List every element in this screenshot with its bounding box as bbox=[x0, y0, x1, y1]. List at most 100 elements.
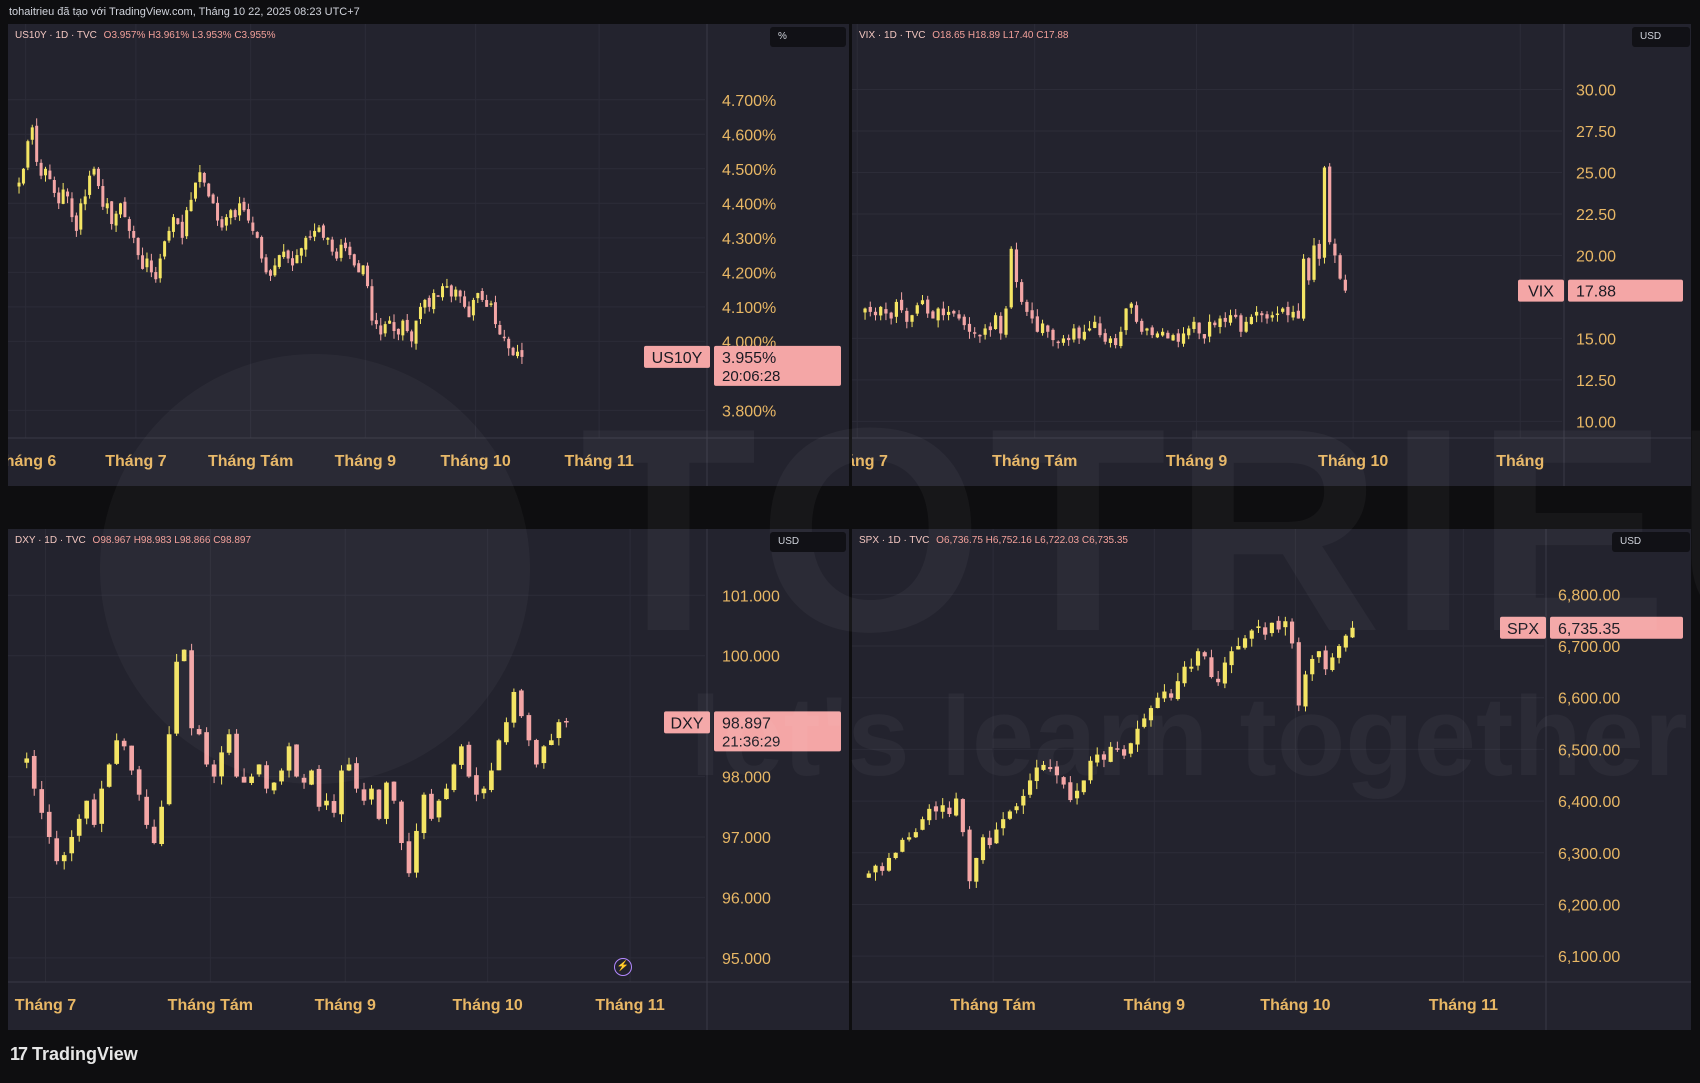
us10y-candle bbox=[374, 312, 378, 330]
vix-chart-svg[interactable]: 30.00 27.50 25.00 22.50 20.00 15.00 12.50 10.00… bbox=[852, 24, 1691, 486]
spx-candle-body bbox=[1101, 754, 1107, 760]
spx-candle bbox=[893, 852, 898, 860]
us10y-candle-body bbox=[304, 237, 308, 250]
vix-candle-body bbox=[1270, 315, 1274, 318]
vix-x-tick-label: Tháng Tám bbox=[992, 453, 1077, 470]
vix-candle-body bbox=[1317, 243, 1321, 259]
vix-candle bbox=[1103, 328, 1107, 345]
dxy-unit-label[interactable]: USD bbox=[770, 532, 846, 552]
dxy-candle-body bbox=[114, 740, 119, 764]
vix-legend: VIX · 1D · TVC O18.65 H18.89 L17.40 C17.… bbox=[859, 30, 1069, 41]
us10y-candle bbox=[141, 247, 145, 270]
us10y-candle bbox=[471, 297, 475, 321]
vix-candle-body bbox=[1009, 248, 1013, 308]
vix-candle bbox=[1249, 314, 1253, 325]
spx-candle-body bbox=[1222, 662, 1227, 684]
us10y-unit-label[interactable]: % bbox=[770, 27, 846, 47]
vix-candle-body bbox=[1244, 321, 1248, 332]
vix-candle bbox=[1213, 320, 1217, 328]
vix-candle bbox=[1270, 311, 1274, 322]
dxy-chart-svg[interactable]: 101.000 100.000 98.000 97.000 96.000 95.000 Th… bbox=[8, 529, 849, 1030]
vix-candle bbox=[1129, 302, 1133, 314]
spx-candle-body bbox=[1323, 650, 1328, 670]
vix-candle bbox=[1056, 340, 1060, 349]
dxy-candle-body bbox=[316, 768, 322, 807]
us10y-candle-body bbox=[445, 286, 449, 288]
chart-panel-vix[interactable]: 30.00 27.50 25.00 22.50 20.00 15.00 12.50 10.00… bbox=[852, 24, 1691, 486]
spx-candle-body bbox=[1249, 630, 1254, 639]
us10y-candle bbox=[233, 208, 237, 221]
us10y-candle bbox=[423, 298, 427, 314]
spx-chart-svg[interactable]: 6,800.00 6,700.00 6,600.00 6,500.00 6,400.00… bbox=[852, 529, 1691, 1030]
spx-price-tag-value-box bbox=[1550, 616, 1683, 639]
vix-candle-body bbox=[1077, 327, 1081, 339]
vix-candle-body bbox=[899, 299, 904, 311]
us10y-candle bbox=[92, 166, 96, 177]
dxy-candle-body bbox=[256, 764, 262, 775]
spx-candle-body bbox=[1316, 651, 1322, 658]
vix-grid bbox=[852, 24, 1562, 438]
vix-candle bbox=[868, 301, 872, 317]
spx-candle-body bbox=[920, 819, 925, 830]
spx-candle bbox=[1229, 646, 1234, 674]
dxy-candle bbox=[339, 765, 344, 823]
vix-candle-body bbox=[1051, 329, 1055, 341]
vix-candle-body bbox=[879, 306, 883, 316]
spx-candle-body bbox=[1162, 691, 1167, 699]
lightning-icon[interactable]: ⚡ bbox=[614, 958, 632, 976]
us10y-candle-body bbox=[264, 257, 268, 273]
spx-candle bbox=[987, 830, 992, 849]
vix-candle bbox=[1077, 325, 1081, 344]
spx-candle-body bbox=[974, 857, 979, 882]
chart-panel-spx[interactable]: 6,800.00 6,700.00 6,600.00 6,500.00 6,400.00… bbox=[852, 529, 1691, 1030]
us10y-candle-body bbox=[295, 255, 299, 264]
vix-unit-label[interactable]: USD bbox=[1632, 27, 1690, 47]
vix-candle bbox=[1254, 306, 1259, 323]
spx-candle bbox=[1088, 756, 1093, 784]
spx-candle bbox=[1021, 789, 1026, 814]
dxy-candle bbox=[519, 688, 524, 719]
vix-candle bbox=[1328, 163, 1332, 245]
us10y-candle-body bbox=[352, 254, 356, 266]
dxy-candle-body bbox=[459, 746, 464, 765]
spx-candle bbox=[954, 792, 959, 817]
spx-candle bbox=[1115, 741, 1120, 752]
us10y-candle-body bbox=[282, 251, 286, 258]
spx-candle bbox=[1283, 616, 1288, 636]
vix-candle bbox=[1333, 238, 1337, 264]
us10y-chart-svg[interactable]: 4.700% 4.600% 4.500% 4.400% 4.300% 4.200% 4.10… bbox=[8, 24, 849, 486]
spx-candle-body bbox=[954, 798, 959, 816]
chart-panel-us10y[interactable]: 4.700% 4.600% 4.500% 4.400% 4.300% 4.200% 4.10… bbox=[8, 24, 849, 486]
vix-candle-body bbox=[1004, 308, 1008, 335]
spx-candle-body bbox=[947, 807, 952, 815]
spx-candle bbox=[907, 832, 912, 842]
spx-candle bbox=[1048, 759, 1053, 772]
us10y-candle bbox=[498, 320, 502, 336]
vix-candle bbox=[1338, 253, 1342, 280]
us10y-candle bbox=[379, 318, 383, 341]
us10y-candle-body bbox=[211, 194, 215, 204]
us10y-candle-body bbox=[291, 258, 295, 266]
spx-candle-body bbox=[927, 808, 932, 821]
dxy-candle-body bbox=[489, 770, 494, 791]
vix-candle-body bbox=[920, 300, 925, 305]
vix-candle-body bbox=[1103, 333, 1107, 342]
tradingview-logo[interactable]: 17 TradingView bbox=[10, 1044, 138, 1065]
spx-candle bbox=[1101, 751, 1107, 768]
us10y-candle bbox=[189, 192, 193, 212]
us10y-candle-body bbox=[418, 306, 422, 320]
spx-candle bbox=[940, 798, 945, 819]
us10y-candle bbox=[335, 248, 339, 261]
us10y-candle bbox=[136, 237, 140, 260]
us10y-candle-body bbox=[17, 182, 21, 187]
dxy-candle bbox=[436, 799, 442, 823]
dxy-candle bbox=[451, 763, 457, 793]
us10y-candle bbox=[352, 253, 356, 268]
us10y-candle bbox=[370, 279, 374, 326]
us10y-candle-body bbox=[493, 302, 497, 325]
vix-candle bbox=[993, 312, 998, 330]
spx-candle-body bbox=[1337, 646, 1342, 658]
chart-panel-dxy[interactable]: 101.000 100.000 98.000 97.000 96.000 95.000 Th… bbox=[8, 529, 849, 1030]
spx-unit-label[interactable]: USD bbox=[1612, 532, 1690, 552]
us10y-y-tick-label: 3.800% bbox=[722, 403, 776, 420]
